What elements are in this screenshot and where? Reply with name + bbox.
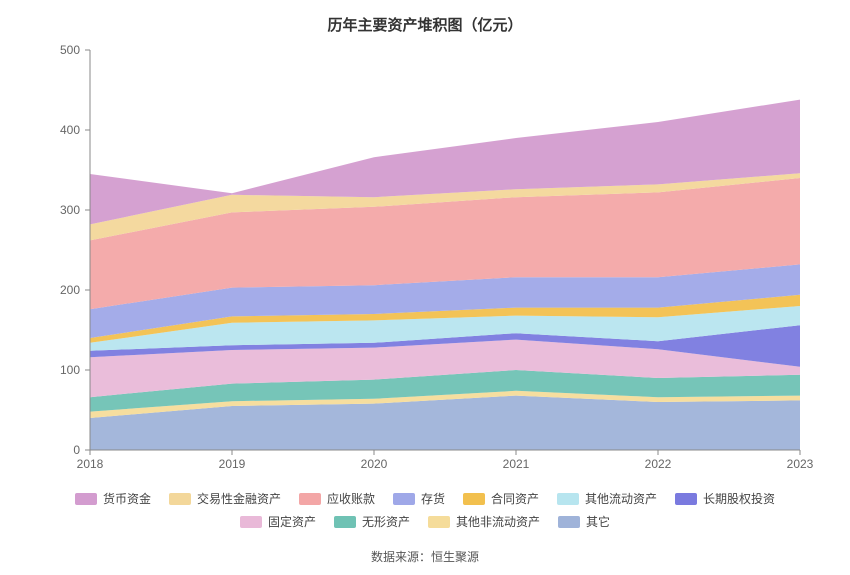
legend: 货币资金 交易性金融资产 应收账款 存货 合同资产 其他流动资产 长期股权投资固定资产 无形资… xyxy=(0,490,850,530)
legend-label: 无形资产 xyxy=(362,513,410,530)
legend-item[interactable]: 应收账款 xyxy=(299,490,375,507)
y-tick-label: 100 xyxy=(60,363,80,377)
legend-swatch xyxy=(428,516,450,528)
legend-label: 固定资产 xyxy=(268,513,316,530)
x-tick-label: 2020 xyxy=(361,457,388,471)
y-tick-label: 400 xyxy=(60,123,80,137)
chart-container: 历年主要资产堆积图（亿元） 01002003004005002018201920… xyxy=(0,0,850,575)
legend-swatch xyxy=(463,493,485,505)
legend-swatch xyxy=(558,516,580,528)
data-source-label: 数据来源：恒生聚源 xyxy=(0,548,850,565)
legend-item[interactable]: 合同资产 xyxy=(463,490,539,507)
legend-item[interactable]: 存货 xyxy=(393,490,445,507)
legend-swatch xyxy=(334,516,356,528)
legend-label: 合同资产 xyxy=(491,490,539,507)
legend-swatch xyxy=(299,493,321,505)
legend-item[interactable]: 无形资产 xyxy=(334,513,410,530)
legend-label: 其它 xyxy=(586,513,610,530)
x-tick-label: 2022 xyxy=(645,457,672,471)
legend-swatch xyxy=(557,493,579,505)
legend-label: 货币资金 xyxy=(103,490,151,507)
legend-swatch xyxy=(169,493,191,505)
y-tick-label: 0 xyxy=(73,443,80,457)
chart-title: 历年主要资产堆积图（亿元） xyxy=(0,0,850,35)
legend-item[interactable]: 固定资产 xyxy=(240,513,316,530)
stacked-area-svg: 0100200300400500201820192020202120222023 xyxy=(90,50,800,450)
legend-swatch xyxy=(393,493,415,505)
legend-swatch xyxy=(675,493,697,505)
legend-label: 其他流动资产 xyxy=(585,490,657,507)
plot-area: 0100200300400500201820192020202120222023 xyxy=(90,50,800,450)
x-tick-label: 2023 xyxy=(787,457,814,471)
legend-item[interactable]: 交易性金融资产 xyxy=(169,490,281,507)
x-tick-label: 2018 xyxy=(77,457,104,471)
y-tick-label: 200 xyxy=(60,283,80,297)
x-tick-label: 2019 xyxy=(219,457,246,471)
y-tick-label: 500 xyxy=(60,43,80,57)
legend-item[interactable]: 其它 xyxy=(558,513,610,530)
legend-swatch xyxy=(75,493,97,505)
legend-item[interactable]: 长期股权投资 xyxy=(675,490,775,507)
legend-label: 长期股权投资 xyxy=(703,490,775,507)
legend-label: 应收账款 xyxy=(327,490,375,507)
legend-item[interactable]: 其他流动资产 xyxy=(557,490,657,507)
legend-item[interactable]: 其他非流动资产 xyxy=(428,513,540,530)
legend-label: 存货 xyxy=(421,490,445,507)
x-tick-label: 2021 xyxy=(503,457,530,471)
legend-label: 其他非流动资产 xyxy=(456,513,540,530)
legend-swatch xyxy=(240,516,262,528)
y-tick-label: 300 xyxy=(60,203,80,217)
legend-label: 交易性金融资产 xyxy=(197,490,281,507)
legend-item[interactable]: 货币资金 xyxy=(75,490,151,507)
